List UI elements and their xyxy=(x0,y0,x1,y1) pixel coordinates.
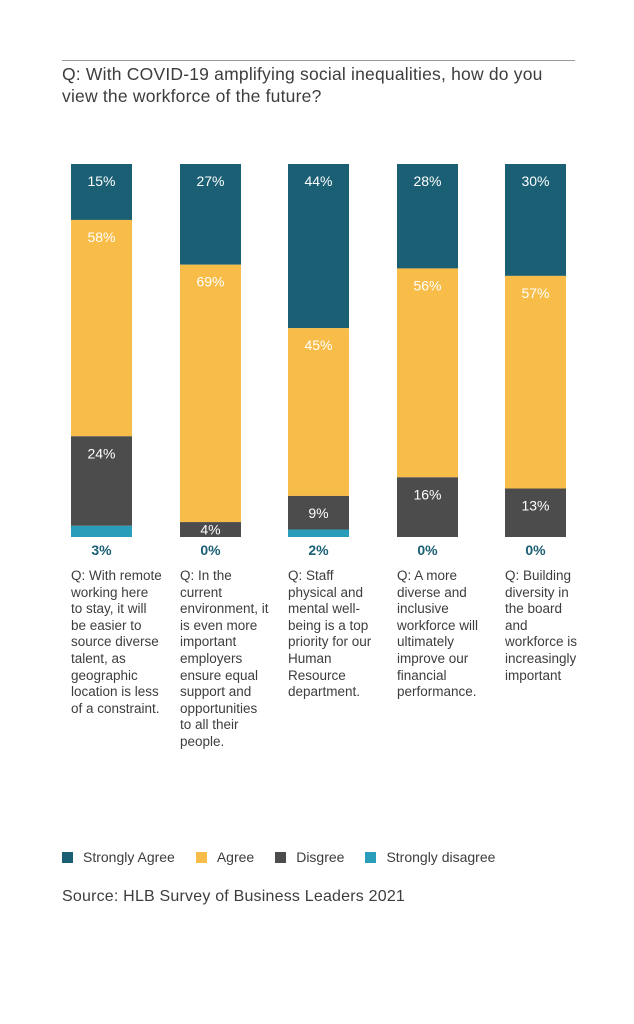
legend-item-agree: Agree xyxy=(195,849,255,865)
bar-segment-3-agree xyxy=(288,328,349,496)
bar-segment-1-disgree xyxy=(71,436,132,526)
legend-label: Strongly disagree xyxy=(386,849,496,865)
value-label-5-strongly-agree: 30% xyxy=(521,173,549,189)
value-label-2-strongly-disagree: 0% xyxy=(200,542,221,558)
value-label-2-disgree: 4% xyxy=(200,522,220,538)
legend-item-disgree: Disgree xyxy=(275,849,344,865)
legend-swatch xyxy=(365,851,377,863)
value-label-4-strongly-disagree: 0% xyxy=(417,542,438,558)
bar-segment-2-agree xyxy=(180,264,241,523)
chart-title: Q: With COVID-19 amplifying social inequ… xyxy=(62,64,543,106)
bar-segment-2-disgree xyxy=(180,522,241,537)
bar-segment-5-strongly-agree xyxy=(505,164,566,276)
bar-segment-5-disgree xyxy=(505,488,566,537)
legend-swatch xyxy=(275,851,287,863)
legend-swatch xyxy=(62,851,73,863)
bar-segment-4-disgree xyxy=(397,477,458,537)
legend-label: Strongly Agree xyxy=(83,849,175,865)
value-label-4-agree: 56% xyxy=(413,277,441,293)
value-label-1-agree: 58% xyxy=(87,229,115,245)
bar-segment-4-strongly-agree xyxy=(397,164,458,269)
value-label-5-disgree: 13% xyxy=(521,498,549,514)
bar-segment-2-strongly-agree xyxy=(180,164,241,265)
bar-segment-1-strongly-agree xyxy=(71,164,132,220)
legend-item-strongly-agree: Strongly Agree xyxy=(62,849,175,865)
legend-label: Agree xyxy=(216,849,255,865)
question-label-1: Q: With remote working here to stay, it … xyxy=(71,568,162,716)
value-label-1-strongly-disagree: 3% xyxy=(91,542,112,558)
bar-segment-1-agree xyxy=(71,219,132,437)
top-rule xyxy=(62,60,575,61)
value-label-3-strongly-disagree: 2% xyxy=(308,542,329,558)
bar-segment-3-strongly-agree xyxy=(288,164,349,329)
value-label-3-agree: 45% xyxy=(304,337,332,353)
legend-item-strongly-disagree: Strongly disagree xyxy=(365,849,495,865)
value-label-3-strongly-agree: 44% xyxy=(304,173,332,189)
question-label-2: Q: In the current environment, it is eve… xyxy=(180,568,269,749)
source-note: Source: HLB Survey of Business Leaders 2… xyxy=(62,888,406,905)
legend: Strongly Agree Agree Disgree Strongly disag… xyxy=(62,849,516,865)
question-label-3: Q: Staff physical and mental well-being … xyxy=(288,568,372,700)
bar-segment-3-strongly-disagree xyxy=(288,529,349,537)
question-label-5: Q: Building diversity in the board and w… xyxy=(505,568,578,683)
value-label-4-strongly-agree: 28% xyxy=(413,173,441,189)
legend-swatch xyxy=(195,851,207,863)
value-label-4-disgree: 16% xyxy=(413,486,441,502)
bar-segment-1-strongly-disagree xyxy=(71,525,132,537)
value-label-3-disgree: 9% xyxy=(308,505,328,521)
value-label-1-disgree: 24% xyxy=(87,445,115,461)
bar-segment-4-agree xyxy=(397,268,458,478)
legend-label: Disgree xyxy=(296,849,345,865)
value-label-2-strongly-agree: 27% xyxy=(196,173,224,189)
question-label-4: Q: A more diverse and inclusive workforc… xyxy=(397,568,479,700)
value-label-2-agree: 69% xyxy=(196,274,224,290)
value-label-1-strongly-agree: 15% xyxy=(87,173,115,189)
value-label-5-strongly-disagree: 0% xyxy=(525,542,546,558)
bar-segment-5-agree xyxy=(505,275,566,489)
bar-segment-3-disgree xyxy=(288,495,349,530)
value-label-5-agree: 57% xyxy=(521,285,549,301)
